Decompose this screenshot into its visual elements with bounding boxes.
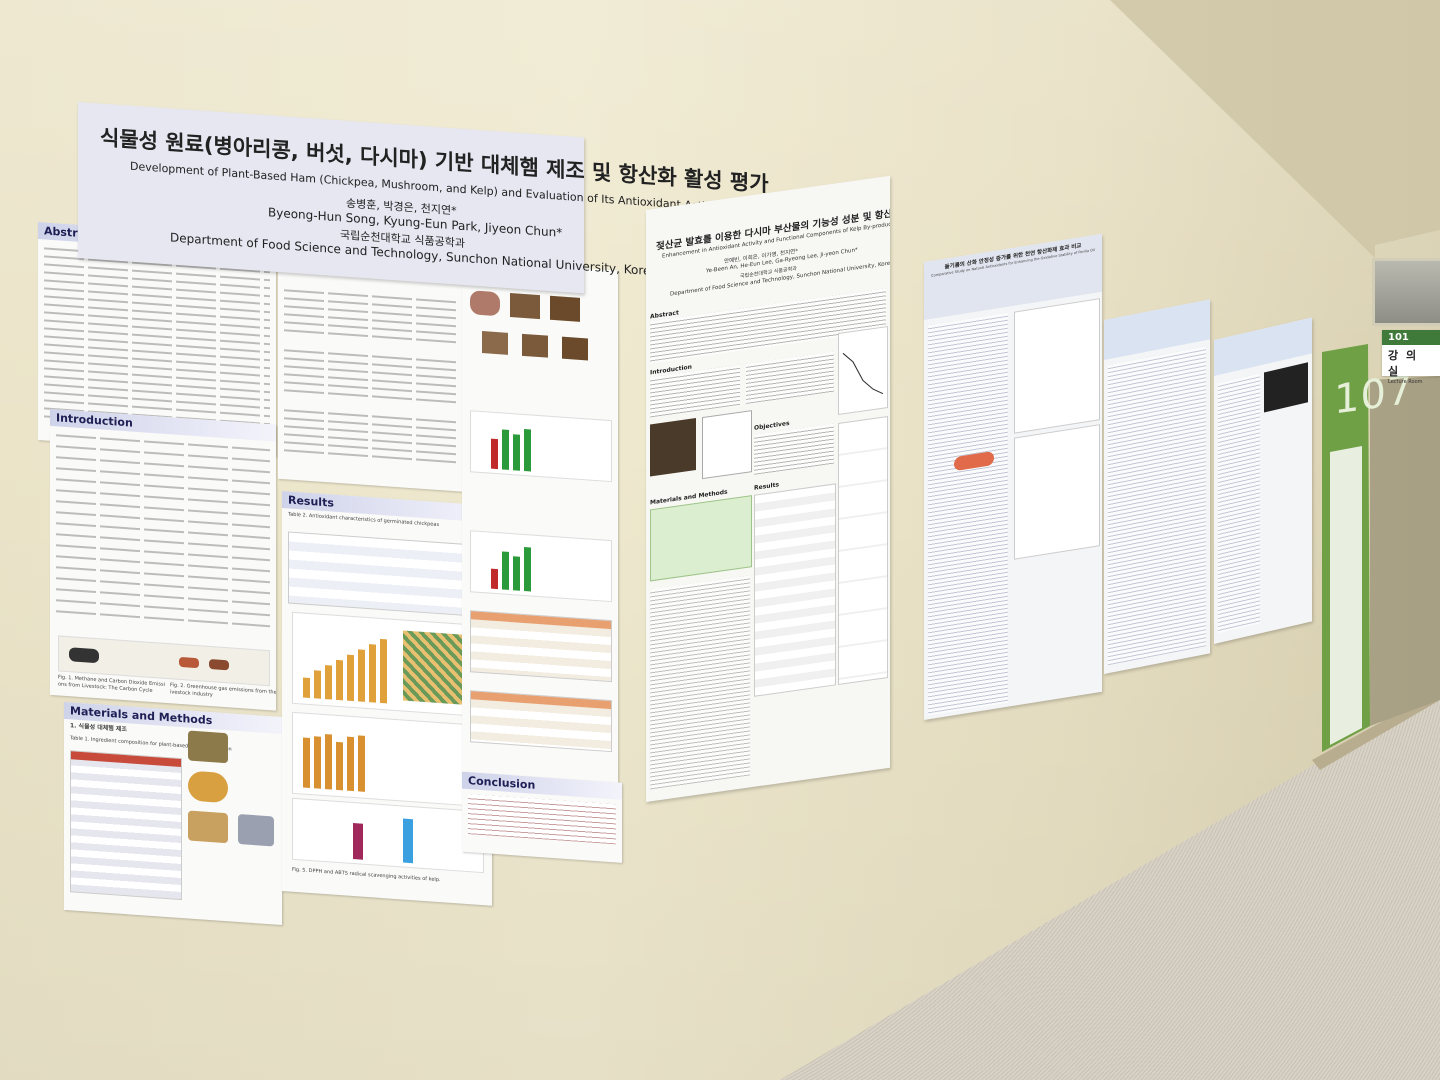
bar-chart-2-bars — [303, 718, 365, 792]
steaming-photo — [238, 813, 274, 847]
poster-3-chart-1 — [1014, 298, 1100, 434]
cow-icon — [69, 647, 99, 664]
ingredient-table-header — [71, 751, 181, 767]
texture-table — [470, 690, 612, 753]
conclusion-text — [468, 794, 616, 845]
poster-2-line-chart-1 — [838, 325, 888, 416]
chromaticity-table-header — [471, 611, 611, 630]
dpph-chart-bars — [491, 419, 531, 472]
poster-2-intro-text-2 — [746, 351, 834, 404]
figures-sheet — [462, 259, 618, 791]
poster-2-line-chart-1-svg — [842, 352, 884, 395]
bar-chart-3 — [292, 797, 484, 874]
ham-sample-3 — [550, 295, 580, 322]
room-sign-en: Lecture Room — [1388, 379, 1423, 385]
door-window — [1372, 258, 1440, 326]
pig-icon — [179, 656, 199, 669]
ham-sample-1 — [470, 290, 500, 317]
ham-sample-4 — [482, 331, 508, 355]
introduction-text — [50, 426, 276, 642]
dough-photo — [188, 810, 228, 844]
antioxidant-table — [288, 531, 484, 618]
poster-2-objectives-text — [754, 423, 834, 475]
introduction-sheet: Introduction Fig. 1. Methane and Carbon … — [50, 408, 276, 711]
poster-3-left-text — [928, 312, 1008, 716]
conclusion-sheet: Conclusion — [462, 771, 622, 863]
chickpea-photo — [188, 730, 228, 764]
poster-5 — [1214, 317, 1312, 644]
dpph-chart — [470, 410, 612, 483]
bar-chart-1-bars — [303, 618, 387, 704]
ham-sample-5 — [522, 333, 548, 358]
room-sign-number: 101 — [1382, 330, 1440, 345]
texture-table-header — [471, 691, 611, 710]
poster-2-methods-text — [650, 575, 750, 790]
materials-sheet: Materials and Methods 1. 식물성 대체햄 제조 Tabl… — [64, 701, 282, 926]
cattle-icon — [209, 658, 229, 671]
bar-chart-2 — [292, 711, 484, 808]
poster-3-chart-2 — [1014, 424, 1100, 560]
ingredient-table — [70, 750, 182, 901]
poster-4-text — [1108, 346, 1206, 666]
poster-2-flowchart — [650, 495, 752, 582]
ham-photo — [188, 770, 228, 804]
ham-sample-6 — [562, 336, 588, 361]
tpc-chart-bars — [491, 539, 531, 592]
poster-4 — [1104, 299, 1210, 674]
poster-2-kelp-photo — [650, 417, 696, 477]
poster-5-dark-figure — [1264, 362, 1308, 413]
tpc-chart — [470, 530, 612, 603]
poster-2: 젖산균 발효를 이용한 다시마 부산물의 기능성 성분 및 항산화 활성 증진 … — [646, 175, 890, 803]
poster-2-side-charts — [838, 415, 888, 686]
chromaticity-table — [470, 610, 612, 683]
kelp-dpph-bar — [353, 823, 363, 860]
poster-3: 들기름의 산화 안정성 증가를 위한 천연 항산화제 효과 비교 Compara… — [924, 233, 1102, 721]
bar-chart-1 — [292, 611, 484, 718]
results-sheet: Results Table 2. Antioxidant characteris… — [282, 491, 492, 906]
kelp-abts-bar — [403, 818, 413, 864]
room-sign: 101 강 의 실 Lecture Room — [1382, 330, 1440, 385]
poster-2-results-heading: Results — [754, 481, 780, 492]
poster-1: Abstract Introduction — [38, 218, 636, 964]
room-sign-kr: 강 의 실 — [1388, 349, 1419, 378]
poster-2-flow-box — [702, 410, 752, 480]
ham-sample-2 — [510, 293, 540, 320]
poster-2-results-charts — [754, 483, 836, 697]
poster-5-text — [1218, 373, 1260, 634]
